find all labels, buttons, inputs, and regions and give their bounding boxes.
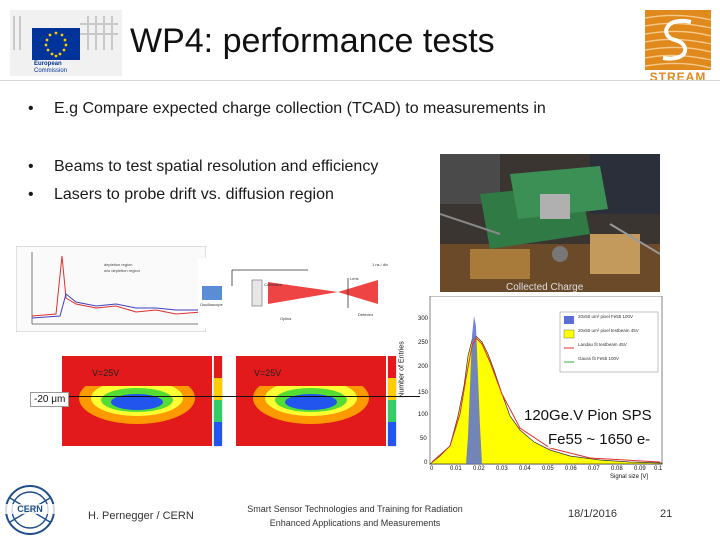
hist-caption-1: 120Ge.V Pion SPS <box>524 407 652 424</box>
hist-ytick-250: 250 <box>418 340 429 346</box>
map-left-label: V=25V <box>92 368 120 378</box>
depth-marker-label: -20 μm <box>30 392 70 407</box>
setup-label-detector: Detector <box>358 312 374 317</box>
hist-xtick-0.07: 0.07 <box>588 466 600 472</box>
hist-legend-1: 20x50 um² pixel Fe55 100V <box>578 314 634 319</box>
setup-label-lens: Lens <box>350 276 359 281</box>
bullet-dot: • <box>28 100 34 117</box>
bullet-2-text: Beams to test spatial resolution and eff… <box>54 158 379 175</box>
footer-project-1: Smart Sensor Technologies and Training f… <box>247 504 463 514</box>
hist-ytick-300: 300 <box>418 316 429 322</box>
hist-xtick-0.08: 0.08 <box>611 466 623 472</box>
hist-xtick-0.01: 0.01 <box>450 466 462 472</box>
bullet-dot: • <box>28 158 34 175</box>
cern-logo-text: CERN <box>4 504 56 514</box>
eu-commission-logo: European Commission <box>10 10 122 76</box>
cern-logo: CERN <box>4 484 56 536</box>
eu-logo-text-1: European <box>34 61 62 67</box>
footer-author: H. Pernegger / CERN <box>88 510 194 522</box>
setup-label-oscilloscope: Oscilloscope <box>200 302 223 307</box>
hist-xtick-0.06: 0.06 <box>565 466 577 472</box>
lab-setup-photo: Collected Charge <box>439 154 661 293</box>
hist-xtick-0.04: 0.04 <box>519 466 531 472</box>
photo-label: Collected Charge <box>506 282 584 293</box>
tcad-plot: depletion region w/o depletion region <box>15 245 207 333</box>
hist-xtick-0.1: 0.1 <box>654 466 663 472</box>
stream-logo-text: STREAM <box>649 70 707 84</box>
hist-ytick-200: 200 <box>418 364 429 370</box>
hist-xtick-0.05: 0.05 <box>542 466 554 472</box>
footer-project-2: Enhanced Applications and Measurements <box>269 518 441 528</box>
bullet-3-text: Lasers to probe drift vs. diffusion regi… <box>54 186 334 203</box>
tcad-legend-1: depletion region <box>104 262 133 267</box>
bullet-2: • Beams to test spatial resolution and ef… <box>28 158 378 176</box>
hist-xtick-0.02: 0.02 <box>473 466 485 472</box>
bullet-dot: • <box>28 186 34 203</box>
tcad-legend-2: w/o depletion region <box>104 268 140 273</box>
charge-map-right: V=25V <box>236 355 402 458</box>
setup-label-collimator: Collimator <box>264 282 283 287</box>
hist-caption-2: Fe55 ~ 1650 e- <box>548 431 651 448</box>
hist-ytick-150: 150 <box>418 390 429 396</box>
bullet-1: • E.g Compare expected charge collection … <box>28 100 546 118</box>
charge-map-left: V=25V <box>62 355 228 458</box>
depth-marker-line <box>30 396 420 397</box>
laser-setup-diagram: Lens Oscilloscope Collimator Optics Dete… <box>198 258 400 328</box>
hist-ylabel: Number of Entries <box>398 341 406 398</box>
slide-title: WP4: performance tests <box>130 22 495 60</box>
title-divider <box>0 80 720 81</box>
eu-logo-text-2: Commission <box>34 68 68 74</box>
hist-xtick-0.09: 0.09 <box>634 466 646 472</box>
hist-ytick-50: 50 <box>420 436 427 442</box>
hist-legend-4: Gauss fit Fe55 100V <box>578 356 620 361</box>
histogram: 20x50 um² pixel Fe55 100V 20x50 um² pixe… <box>399 295 666 482</box>
hist-xlabel: Signal size [V] <box>610 474 649 480</box>
setup-label-timebase: 1 ns / div <box>372 262 389 267</box>
bullet-3: • Lasers to probe drift vs. diffusion reg… <box>28 186 334 204</box>
hist-ytick-0: 0 <box>424 460 428 466</box>
setup-label-optics: Optics <box>280 316 292 321</box>
hist-ytick-100: 100 <box>418 412 429 418</box>
hist-xtick-0.03: 0.03 <box>496 466 508 472</box>
footer-date: 18/1/2016 <box>568 508 617 520</box>
stream-logo: STREAM <box>644 10 712 86</box>
hist-legend-3: Landau fit testbeam 45V <box>578 342 627 347</box>
hist-legend-2: 20x50 um² pixel testbeam 45V <box>578 328 639 333</box>
footer-page-number: 21 <box>660 508 673 520</box>
map-right-label: V=25V <box>254 368 282 378</box>
bullet-1-text: E.g Compare expected charge collection (… <box>54 100 546 117</box>
hist-xtick-0: 0 <box>430 466 434 472</box>
